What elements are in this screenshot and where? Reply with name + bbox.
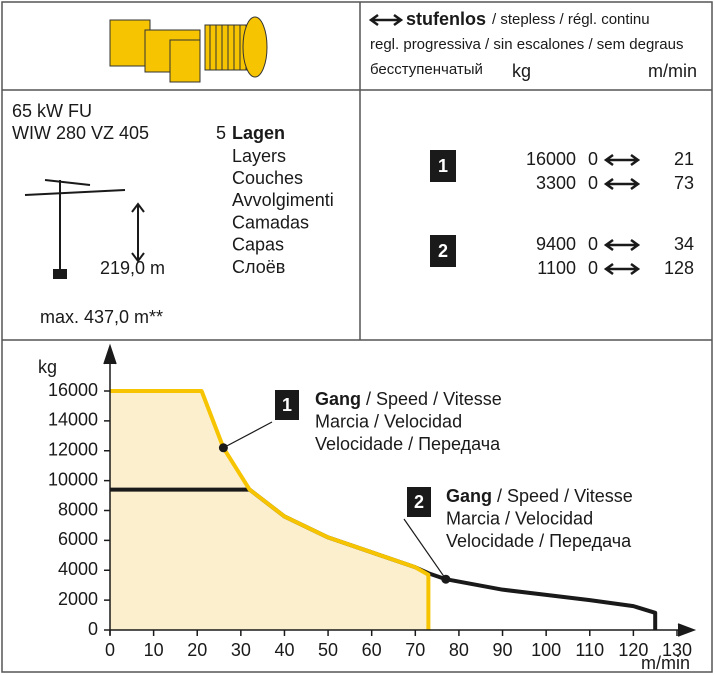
annotation-text: / Speed / Vitesse bbox=[366, 389, 502, 409]
y-tick-label: 0 bbox=[88, 619, 98, 639]
annotation-text: Velocidade / Передача bbox=[446, 531, 632, 551]
x-tick-label: 100 bbox=[531, 640, 561, 660]
load-kg: 16000 bbox=[526, 149, 576, 169]
speed-from: 0 bbox=[588, 149, 598, 169]
layer-label: Avvolgimenti bbox=[232, 190, 334, 210]
annotation-text: Velocidade / Передача bbox=[315, 434, 501, 454]
arrow bbox=[606, 240, 638, 250]
winch-icon bbox=[110, 17, 267, 82]
arrow bbox=[371, 15, 401, 25]
gear-badge-label: 1 bbox=[438, 156, 448, 176]
x-tick-label: 40 bbox=[274, 640, 294, 660]
y-tick-label: 4000 bbox=[58, 559, 98, 579]
annotation-dot bbox=[219, 443, 228, 452]
arrow bbox=[606, 264, 638, 274]
layers-title: Lagen bbox=[232, 123, 285, 143]
x-tick-label: 0 bbox=[105, 640, 115, 660]
speed-from: 0 bbox=[588, 173, 598, 193]
x-tick-label: 110 bbox=[575, 640, 604, 660]
x-tick-label: 80 bbox=[449, 640, 469, 660]
x-tick-label: 70 bbox=[405, 640, 425, 660]
winch-type: WIW 280 VZ 405 bbox=[12, 123, 149, 143]
header-rest: / stepless / régl. continu bbox=[492, 11, 650, 28]
load-kg: 3300 bbox=[536, 173, 576, 193]
y-tick-label: 10000 bbox=[48, 469, 98, 489]
layer-count: 5 bbox=[216, 123, 226, 143]
gear-badge-label: 2 bbox=[438, 241, 448, 261]
leader-line bbox=[223, 422, 272, 448]
annotation-title: Gang bbox=[315, 389, 361, 409]
x-tick-label: 90 bbox=[493, 640, 513, 660]
gear-badge-label: 1 bbox=[282, 395, 292, 415]
y-tick-label: 8000 bbox=[58, 499, 98, 519]
y-axis-label: kg bbox=[38, 357, 57, 377]
annotation-text: Marcia / Velocidad bbox=[315, 411, 462, 431]
gear-badge-label: 2 bbox=[414, 492, 424, 512]
header-unit: m/min bbox=[648, 61, 697, 81]
speed-from: 0 bbox=[588, 234, 598, 254]
layer-label: Couches bbox=[232, 168, 303, 188]
x-tick-label: 50 bbox=[318, 640, 338, 660]
header-bold: stufenlos bbox=[406, 9, 486, 29]
max-height: max. 437,0 m** bbox=[40, 307, 163, 327]
layer-label: Layers bbox=[232, 146, 286, 166]
y-tick-label: 2000 bbox=[58, 589, 98, 609]
motor-power: 65 kW FU bbox=[12, 101, 92, 121]
load-kg: 1100 bbox=[537, 258, 576, 278]
datasheet: stufenlos / stepless / régl. continu reg… bbox=[0, 0, 715, 675]
x-tick-label: 20 bbox=[187, 640, 207, 660]
load-kg: 9400 bbox=[536, 234, 576, 254]
hook-height: 219,0 m bbox=[100, 258, 165, 278]
x-tick-label: 10 bbox=[144, 640, 164, 660]
y-tick-label: 12000 bbox=[48, 440, 98, 460]
arrow bbox=[606, 155, 638, 165]
speed-to: 73 bbox=[674, 173, 694, 193]
annotation-text: / Speed / Vitesse bbox=[497, 486, 633, 506]
speed-from: 0 bbox=[588, 258, 598, 278]
header-unit: kg bbox=[512, 61, 531, 81]
y-tick-label: 14000 bbox=[48, 410, 98, 430]
x-axis-label: m/min bbox=[641, 653, 690, 673]
y-tick-label: 16000 bbox=[48, 380, 98, 400]
annotation-text: Marcia / Velocidad bbox=[446, 508, 593, 528]
layer-label: Capas bbox=[232, 235, 284, 255]
layer-label: Camadas bbox=[232, 212, 309, 232]
x-tick-label: 30 bbox=[231, 640, 251, 660]
speed-to: 128 bbox=[664, 258, 694, 278]
arrow bbox=[606, 179, 638, 189]
annotation-title: Gang bbox=[446, 486, 492, 506]
header-line: regl. progressiva / sin escalones / sem … bbox=[370, 36, 683, 53]
x-tick-label: 60 bbox=[362, 640, 382, 660]
speed-to: 34 bbox=[674, 234, 694, 254]
annotation-dot bbox=[441, 575, 450, 584]
header-line: бесступенчатый bbox=[370, 61, 483, 78]
y-tick-label: 6000 bbox=[58, 529, 98, 549]
speed-to: 21 bbox=[674, 149, 694, 169]
layer-label: Слоёв bbox=[232, 257, 285, 277]
